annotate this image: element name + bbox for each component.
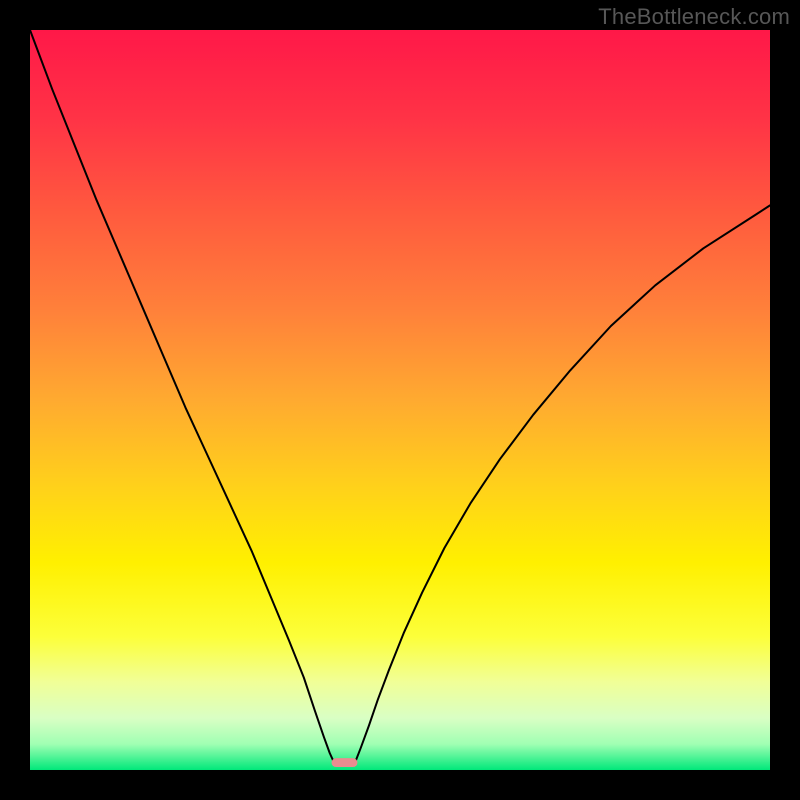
optimal-marker <box>332 758 358 767</box>
chart-background <box>30 30 770 770</box>
chart-frame: TheBottleneck.com <box>0 0 800 800</box>
bottleneck-chart <box>0 0 800 800</box>
watermark-text: TheBottleneck.com <box>598 4 790 30</box>
